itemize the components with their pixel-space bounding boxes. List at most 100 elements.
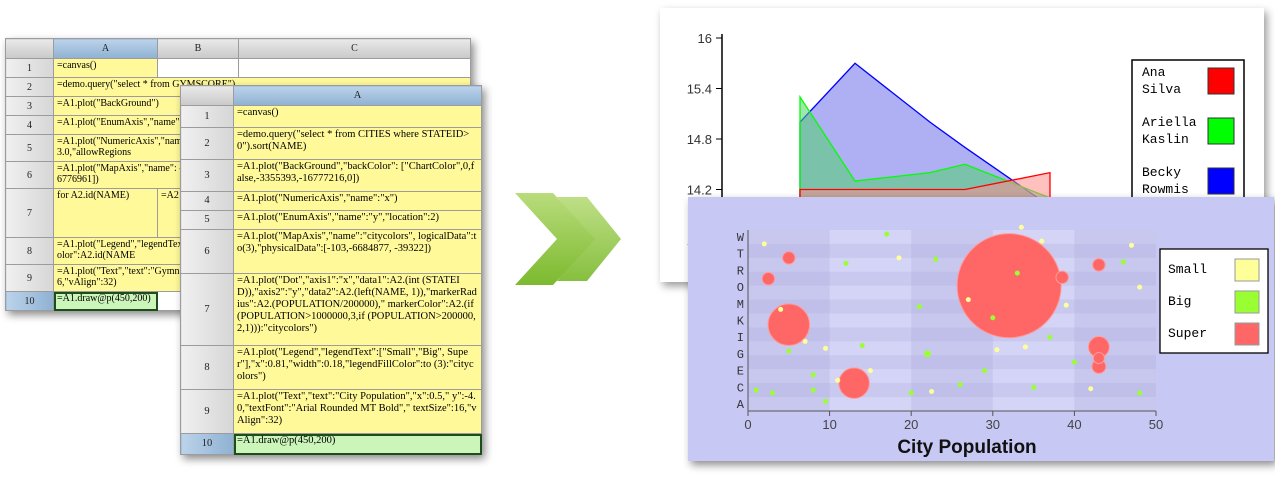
data-point: [859, 343, 865, 349]
data-point: [823, 398, 829, 404]
row-header[interactable]: 10: [180, 433, 234, 455]
data-point: [884, 231, 890, 237]
col-header-a[interactable]: A: [233, 85, 482, 106]
data-point: [994, 347, 1000, 353]
data-point: [843, 260, 849, 266]
cell-a1[interactable]: =canvas(): [53, 58, 158, 78]
legend-label: Becky: [1142, 165, 1181, 180]
data-point: [1014, 270, 1020, 276]
x-tick-label: 40: [1067, 417, 1081, 432]
bg-stripe: [748, 243, 1156, 258]
data-point: [767, 303, 811, 346]
bg-stripe: [748, 341, 1156, 356]
data-point: [933, 256, 939, 262]
cell-a2[interactable]: =demo.query("select * from CITIES where …: [233, 127, 482, 160]
data-point: [1063, 302, 1069, 308]
cell-a10[interactable]: =A1.draw@p(450,200): [233, 433, 482, 455]
cell-a3[interactable]: =A1.plot("BackGround","backColor": ["Cha…: [233, 159, 482, 192]
cell-a10[interactable]: =A1.draw@p(450,200): [53, 291, 158, 311]
cell-a6[interactable]: =A1.plot("MapAxis","name":"citycolors", …: [233, 229, 482, 274]
cell-a7[interactable]: for A2.id(NAME): [53, 188, 158, 238]
cell-a8[interactable]: =A1.plot("Legend","legendText":["Small",…: [233, 345, 482, 390]
cell-b1[interactable]: [157, 58, 239, 78]
corner-cell[interactable]: [180, 85, 234, 106]
legend-label: Kaslin: [1142, 132, 1189, 147]
bg-stripe: [748, 327, 1156, 342]
cell-a5[interactable]: =A1.plot("EnumAxis","name":"y","location…: [233, 210, 482, 230]
cell-a9[interactable]: =A1.plot("Text","text":"City Population"…: [233, 389, 482, 434]
data-point: [802, 338, 808, 344]
y-tick-label: I: [737, 331, 744, 345]
row-header[interactable]: 3: [180, 159, 234, 192]
legend-swatch: [1207, 117, 1235, 145]
row-header[interactable]: 7: [180, 273, 234, 346]
row-header[interactable]: 5: [5, 134, 54, 162]
data-point: [769, 390, 775, 396]
row-header[interactable]: 3: [5, 96, 54, 116]
cell-a7[interactable]: =A1.plot("Dot","axis1":"x","data1":A2.(i…: [233, 273, 482, 346]
data-point: [761, 271, 776, 286]
row-header[interactable]: 1: [180, 105, 234, 128]
row-header[interactable]: 6: [180, 229, 234, 274]
bg-stripe: [748, 313, 1156, 328]
row-header[interactable]: 8: [180, 345, 234, 390]
row-header[interactable]: 4: [180, 191, 234, 211]
legend-swatch: [1234, 290, 1260, 314]
row-header[interactable]: 7: [5, 188, 54, 238]
data-point: [782, 251, 796, 265]
data-point: [1047, 334, 1053, 340]
row-header[interactable]: 6: [5, 161, 54, 189]
row-header[interactable]: 2: [5, 77, 54, 97]
data-point: [810, 372, 816, 378]
bg-stripe: [748, 355, 1156, 370]
y-tick-label: 15.4: [687, 82, 712, 97]
legend-label: Ana: [1142, 65, 1166, 80]
col-header-a[interactable]: A: [53, 38, 158, 59]
row-header[interactable]: 5: [180, 210, 234, 230]
y-tick-label: T: [737, 248, 744, 262]
legend-label: Small: [1168, 262, 1207, 277]
data-point: [1137, 390, 1143, 396]
y-tick-label: 14.2: [687, 183, 712, 198]
data-point: [924, 350, 931, 358]
row-header[interactable]: 1: [5, 58, 54, 78]
legend-label: Silva: [1142, 82, 1181, 97]
legend-swatch: [1234, 322, 1260, 346]
data-point: [1022, 344, 1028, 350]
y-tick-label: O: [737, 281, 744, 295]
col-header-b[interactable]: B: [157, 38, 239, 59]
cell-a4[interactable]: =A1.plot("NumericAxis","name":"x"): [233, 191, 482, 211]
data-point: [823, 345, 829, 351]
data-point: [1137, 284, 1143, 290]
legend-swatch: [1207, 67, 1235, 95]
data-point: [1071, 359, 1077, 365]
row-header[interactable]: 9: [180, 389, 234, 434]
data-point: [956, 233, 1062, 339]
legend-swatch: [1234, 258, 1260, 282]
col-header-c[interactable]: C: [238, 38, 471, 59]
legend-label: Big: [1168, 294, 1191, 309]
cell-c1[interactable]: [238, 58, 471, 78]
row-header[interactable]: 9: [5, 264, 54, 292]
data-point: [929, 389, 935, 395]
spreadsheet-cities: A 1 =canvas() 2 =demo.query("select * from…: [180, 85, 482, 455]
y-tick-label: G: [737, 348, 744, 362]
row-header[interactable]: 8: [5, 237, 54, 265]
row-header[interactable]: 4: [5, 115, 54, 135]
data-point: [982, 368, 988, 374]
data-point: [753, 387, 759, 393]
x-tick-label: 0: [744, 417, 751, 432]
y-tick-label: 14.8: [687, 132, 712, 147]
y-tick-label: 16: [698, 31, 712, 46]
row-header[interactable]: 10: [5, 291, 54, 311]
corner-cell[interactable]: [5, 38, 54, 59]
data-point: [835, 377, 841, 383]
cell-a1[interactable]: =canvas(): [233, 105, 482, 128]
bubble-chart-panel: 0 10 20 30 40 50 A C E G I K M O R T W City Population Sma…: [688, 197, 1274, 461]
data-point: [908, 390, 914, 396]
bg-stripe: [748, 397, 1156, 411]
data-point: [1092, 258, 1106, 272]
data-point: [1031, 384, 1037, 390]
row-header[interactable]: 2: [180, 127, 234, 160]
